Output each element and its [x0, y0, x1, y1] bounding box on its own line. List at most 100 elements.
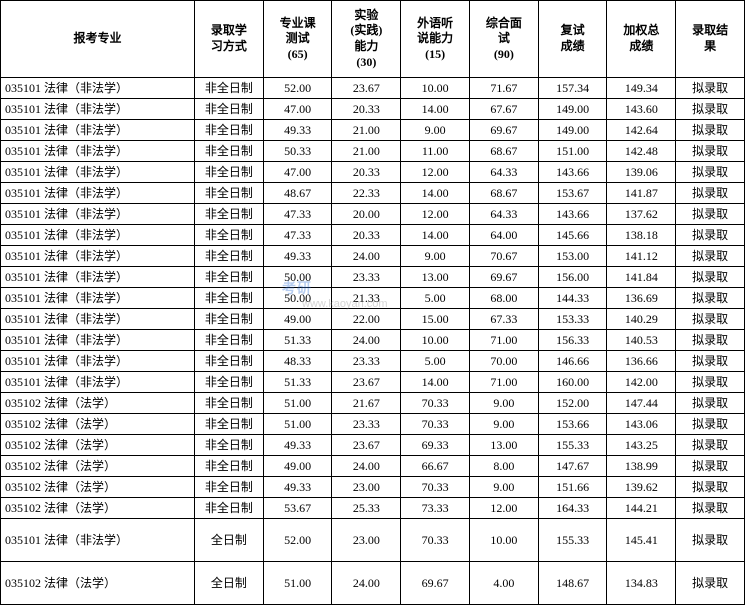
cell-c6: 137.62: [607, 204, 676, 225]
cell-mode: 非全日制: [194, 393, 263, 414]
cell-c3: 73.33: [401, 498, 470, 519]
cell-c6: 142.64: [607, 120, 676, 141]
cell-mode: 非全日制: [194, 351, 263, 372]
cell-major: 035101 法律（非法学）: [1, 267, 195, 288]
cell-c4: 68.67: [469, 141, 538, 162]
cell-c6: 141.87: [607, 183, 676, 204]
cell-c4: 4.00: [469, 562, 538, 605]
cell-c3: 10.00: [401, 330, 470, 351]
cell-c5: 153.66: [538, 414, 607, 435]
cell-major: 035102 法律（法学）: [1, 477, 195, 498]
cell-c4: 64.33: [469, 204, 538, 225]
cell-c5: 147.67: [538, 456, 607, 477]
cell-c3: 70.33: [401, 393, 470, 414]
cell-mode: 非全日制: [194, 162, 263, 183]
cell-c2: 21.33: [332, 288, 401, 309]
cell-c6: 136.69: [607, 288, 676, 309]
cell-mode: 非全日制: [194, 288, 263, 309]
cell-c3: 14.00: [401, 99, 470, 120]
cell-c6: 142.48: [607, 141, 676, 162]
table-header-row: 报考专业录取学习方式专业课测试(65)实验(实践)能力(30)外语听说能力(15…: [1, 1, 745, 78]
table-row: 035101 法律（非法学）非全日制50.0021.335.0068.00144…: [1, 288, 745, 309]
cell-mode: 非全日制: [194, 456, 263, 477]
table-row: 035101 法律（非法学）非全日制47.0020.3312.0064.3314…: [1, 162, 745, 183]
cell-result: 拟录取: [676, 309, 745, 330]
cell-result: 拟录取: [676, 183, 745, 204]
cell-c1: 52.00: [263, 78, 332, 99]
table-row: 035102 法律（法学）非全日制51.0023.3370.339.00153.…: [1, 414, 745, 435]
cell-c6: 149.34: [607, 78, 676, 99]
table-row: 035102 法律（法学）非全日制51.0021.6770.339.00152.…: [1, 393, 745, 414]
cell-c5: 151.66: [538, 477, 607, 498]
cell-c5: 153.67: [538, 183, 607, 204]
cell-major: 035101 法律（非法学）: [1, 99, 195, 120]
cell-c6: 143.25: [607, 435, 676, 456]
cell-c6: 134.83: [607, 562, 676, 605]
cell-c6: 136.66: [607, 351, 676, 372]
table-row: 035102 法律（法学）非全日制53.6725.3373.3312.00164…: [1, 498, 745, 519]
cell-c4: 71.00: [469, 372, 538, 393]
cell-c2: 24.00: [332, 456, 401, 477]
cell-c5: 145.66: [538, 225, 607, 246]
cell-c3: 70.33: [401, 519, 470, 562]
cell-mode: 非全日制: [194, 78, 263, 99]
cell-c4: 67.33: [469, 309, 538, 330]
cell-c1: 51.00: [263, 393, 332, 414]
table-row: 035101 法律（非法学）非全日制49.3321.009.0069.67149…: [1, 120, 745, 141]
cell-result: 拟录取: [676, 456, 745, 477]
cell-major: 035102 法律（法学）: [1, 393, 195, 414]
cell-result: 拟录取: [676, 519, 745, 562]
cell-result: 拟录取: [676, 288, 745, 309]
col-header-6: 复试成绩: [538, 1, 607, 78]
cell-major: 035102 法律（法学）: [1, 498, 195, 519]
cell-mode: 非全日制: [194, 141, 263, 162]
cell-c2: 23.33: [332, 267, 401, 288]
cell-result: 拟录取: [676, 120, 745, 141]
cell-mode: 全日制: [194, 519, 263, 562]
cell-c1: 47.33: [263, 225, 332, 246]
cell-c3: 11.00: [401, 141, 470, 162]
cell-c3: 66.67: [401, 456, 470, 477]
cell-result: 拟录取: [676, 204, 745, 225]
cell-c2: 23.33: [332, 351, 401, 372]
cell-result: 拟录取: [676, 351, 745, 372]
cell-c1: 47.00: [263, 162, 332, 183]
cell-c1: 50.33: [263, 141, 332, 162]
cell-mode: 非全日制: [194, 309, 263, 330]
cell-c6: 138.18: [607, 225, 676, 246]
cell-c6: 145.41: [607, 519, 676, 562]
cell-c1: 53.67: [263, 498, 332, 519]
cell-c1: 49.33: [263, 477, 332, 498]
cell-c6: 141.12: [607, 246, 676, 267]
cell-c5: 156.00: [538, 267, 607, 288]
cell-c5: 146.66: [538, 351, 607, 372]
cell-result: 拟录取: [676, 498, 745, 519]
cell-result: 拟录取: [676, 414, 745, 435]
cell-c1: 50.00: [263, 288, 332, 309]
col-header-7: 加权总成绩: [607, 1, 676, 78]
col-header-0: 报考专业: [1, 1, 195, 78]
cell-c2: 21.00: [332, 141, 401, 162]
cell-major: 035102 法律（法学）: [1, 435, 195, 456]
cell-c4: 71.00: [469, 330, 538, 351]
cell-result: 拟录取: [676, 225, 745, 246]
cell-c2: 21.67: [332, 393, 401, 414]
cell-c4: 70.00: [469, 351, 538, 372]
cell-c2: 22.33: [332, 183, 401, 204]
cell-mode: 非全日制: [194, 120, 263, 141]
cell-c5: 149.00: [538, 120, 607, 141]
cell-c5: 157.34: [538, 78, 607, 99]
cell-c2: 23.67: [332, 78, 401, 99]
cell-c3: 70.33: [401, 477, 470, 498]
cell-c3: 15.00: [401, 309, 470, 330]
cell-major: 035101 法律（非法学）: [1, 288, 195, 309]
cell-c3: 12.00: [401, 162, 470, 183]
cell-c3: 14.00: [401, 183, 470, 204]
cell-c2: 20.33: [332, 162, 401, 183]
table-row: 035102 法律（法学）非全日制49.3323.6769.3313.00155…: [1, 435, 745, 456]
cell-major: 035101 法律（非法学）: [1, 162, 195, 183]
cell-c4: 69.67: [469, 120, 538, 141]
cell-c1: 48.67: [263, 183, 332, 204]
cell-c2: 23.33: [332, 414, 401, 435]
table-row: 035101 法律（非法学）非全日制47.0020.3314.0067.6714…: [1, 99, 745, 120]
